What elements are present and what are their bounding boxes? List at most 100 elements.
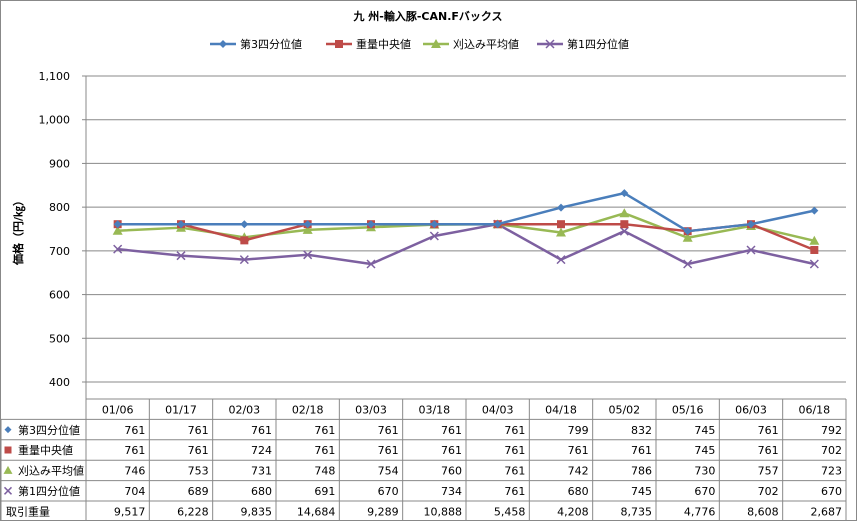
data-point (303, 250, 313, 260)
data-point (682, 232, 693, 242)
table-cell: 10,888 (424, 505, 463, 518)
legend-entry: 刈込み平均値 (423, 38, 519, 51)
x-tick-label: 05/02 (608, 403, 640, 416)
legend-marker (431, 39, 441, 48)
table-cell: 9,289 (367, 505, 399, 518)
table-cell: 757 (758, 465, 779, 478)
table-cell: 680 (251, 485, 272, 498)
y-tick-label: 700 (49, 245, 70, 258)
table-cell: 761 (758, 424, 779, 437)
data-point (809, 259, 819, 269)
table-cell: 8,608 (747, 505, 779, 518)
data-point (619, 226, 629, 236)
table-cell: 761 (631, 444, 652, 457)
table-cell: 760 (441, 465, 462, 478)
legend-marker (335, 40, 343, 48)
table-cell: 799 (568, 424, 589, 437)
legend-entry: 重量中央値 (326, 37, 411, 51)
x-tick-label: 01/06 (102, 403, 134, 416)
table-cell: 761 (504, 424, 525, 437)
series-lines (112, 189, 820, 269)
x-tick-label: 01/17 (165, 403, 197, 416)
x-tick-label: 04/03 (482, 403, 514, 416)
y-tick-label: 600 (49, 289, 70, 302)
y-axis: 400 500 600 700 800 900 1,000 1,100 (39, 70, 87, 389)
legend-label: 第3四分位値 (240, 37, 302, 51)
table-cell: 761 (504, 444, 525, 457)
table-cell: 680 (568, 485, 589, 498)
y-tick-label: 500 (49, 332, 70, 345)
table-legend-marker (3, 465, 13, 474)
legend-marker (545, 39, 555, 49)
table-cell: 754 (378, 465, 399, 478)
legend-label: 重量中央値 (356, 37, 411, 51)
table-cell: 4,776 (684, 505, 716, 518)
table-legend-marker (4, 446, 12, 454)
data-point (367, 220, 375, 229)
table-cell: 689 (188, 485, 209, 498)
table-cell: 761 (504, 485, 525, 498)
x-tick-label: 03/03 (355, 403, 387, 416)
table-series-label: 重量中央値 (18, 443, 73, 457)
table-cell: 761 (758, 444, 779, 457)
table-cell: 832 (631, 424, 652, 437)
table-cell: 6,228 (177, 505, 209, 518)
y-tick-label: 900 (49, 157, 70, 170)
data-point (683, 227, 692, 236)
table-cell: 761 (378, 444, 399, 457)
table-cell: 691 (314, 485, 335, 498)
table-cell: 792 (821, 424, 842, 437)
data-point (303, 220, 312, 229)
table-cell: 761 (124, 424, 145, 437)
table-series-label: 刈込み平均値 (18, 465, 84, 478)
data-point (810, 245, 819, 254)
table-cell: 731 (251, 465, 272, 478)
table-cell: 761 (314, 424, 335, 437)
data-point (556, 255, 566, 265)
data-point (620, 220, 629, 229)
gridlines (86, 75, 846, 383)
x-tick-label: 06/03 (735, 403, 767, 416)
table-cell: 761 (378, 424, 399, 437)
y-axis-label: 価格（円/㎏） (11, 195, 26, 266)
data-point (177, 220, 185, 229)
x-tick-label: 04/18 (545, 403, 577, 416)
table-cell: 742 (568, 465, 589, 478)
data-point (493, 220, 502, 229)
data-point (239, 255, 249, 265)
data-point (809, 235, 820, 245)
table-cell: 761 (188, 424, 209, 437)
table-cell: 761 (441, 444, 462, 457)
table-cell: 734 (441, 485, 462, 498)
y-tick-label: 1,000 (39, 114, 71, 127)
table-cell: 730 (694, 465, 715, 478)
x-tick-label: 02/03 (228, 403, 260, 416)
data-point (619, 208, 630, 218)
data-point (683, 259, 693, 269)
legend: 第3四分位値 重量中央値 刈込み平均値 第1四分位値 (210, 37, 629, 51)
table-cell: 8,735 (621, 505, 653, 518)
data-point (620, 189, 629, 198)
table-cell: 753 (188, 465, 209, 478)
table-cell: 761 (124, 444, 145, 457)
x-tick-label: 02/18 (292, 403, 324, 416)
table-cell: 761 (441, 424, 462, 437)
table-cell: 748 (314, 465, 335, 478)
data-point (810, 206, 819, 215)
table-cell: 670 (821, 485, 842, 498)
table-cell: 761 (188, 444, 209, 457)
data-point (113, 244, 123, 254)
legend-label: 刈込み平均値 (453, 38, 519, 51)
data-point (557, 203, 565, 212)
table-legend-marker (4, 426, 12, 434)
table-cell: 745 (631, 485, 652, 498)
data-point (366, 259, 376, 269)
table-legend-marker (3, 486, 13, 495)
data-point (176, 251, 186, 261)
data-point (240, 220, 249, 229)
legend-entry: 第3四分位値 (210, 37, 302, 51)
table-cell: 9,517 (114, 505, 146, 518)
x-tick-label: 03/18 (418, 403, 450, 416)
